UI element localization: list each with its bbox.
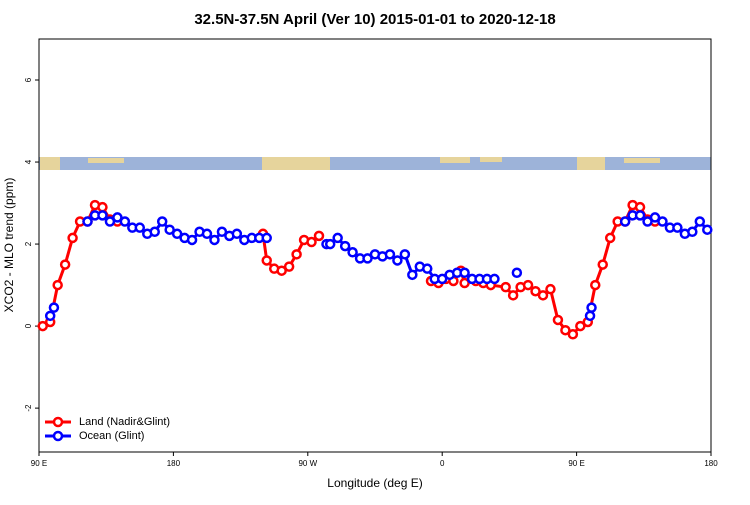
- data-point: [619, 216, 631, 227]
- data-point: [313, 230, 325, 242]
- data-point: [436, 273, 448, 285]
- data-point: [537, 290, 549, 301]
- y-tick-label: 4: [24, 159, 33, 164]
- data-point: [201, 228, 213, 240]
- map-strip: [39, 157, 711, 170]
- data-point: [642, 216, 653, 227]
- data-point: [586, 302, 597, 313]
- data-point: [399, 249, 411, 260]
- data-point: [171, 228, 183, 240]
- data-point: [384, 249, 396, 260]
- data-point: [48, 302, 60, 313]
- data-point: [149, 226, 160, 238]
- data-point: [231, 228, 243, 240]
- data-point: [604, 232, 616, 244]
- data-point: [511, 267, 523, 279]
- x-tick-label: 180: [704, 459, 718, 468]
- chart-title: 32.5N-37.5N April (Ver 10) 2015-01-01 to…: [194, 11, 555, 28]
- data-point: [522, 279, 534, 291]
- x-tick-label: 90 W: [298, 459, 317, 468]
- data-point: [560, 324, 571, 336]
- data-point: [156, 216, 168, 227]
- data-point: [545, 283, 556, 295]
- y-axis-label: XCO2 - MLO trend (ppm): [2, 178, 16, 313]
- data-point: [552, 314, 564, 326]
- data-point: [82, 216, 93, 227]
- y-tick-label: 6: [24, 77, 33, 82]
- data-point: [134, 222, 146, 233]
- data-point: [634, 201, 646, 213]
- data-point: [209, 234, 220, 246]
- y-tick-label: 2: [24, 241, 33, 246]
- plot-frame: [38, 38, 712, 453]
- data-point: [306, 236, 317, 248]
- data-point: [97, 210, 108, 221]
- data-point: [634, 210, 646, 221]
- y-tick-label: -2: [24, 404, 33, 412]
- data-point: [261, 232, 272, 244]
- data-point: [119, 216, 131, 227]
- data-point: [59, 259, 71, 270]
- data-point: [186, 234, 198, 246]
- data-point: [332, 232, 343, 244]
- data-point: [567, 329, 579, 340]
- legend-marker: [52, 430, 64, 442]
- x-tick-label: 0: [440, 459, 445, 468]
- data-point: [597, 259, 608, 270]
- x-tick-label: 90 E: [31, 459, 47, 468]
- data-point: [584, 310, 596, 322]
- data-point: [112, 212, 123, 223]
- x-tick-label: 90 E: [568, 459, 584, 468]
- data-point: [261, 255, 272, 266]
- data-point: [283, 261, 295, 272]
- data-point: [37, 320, 48, 332]
- data-point: [590, 279, 601, 291]
- data-point: [164, 224, 175, 235]
- data-point: [67, 232, 78, 244]
- data-point: [44, 310, 56, 322]
- data-point: [657, 216, 668, 227]
- legend: Land (Nadir&Glint) Ocean (Glint): [45, 416, 170, 442]
- data-point: [702, 224, 713, 235]
- data-point: [339, 240, 351, 252]
- legend-marker: [52, 416, 64, 428]
- data-point: [97, 201, 108, 213]
- data-point: [422, 263, 433, 274]
- x-axis-label: Longitude (deg E): [327, 476, 422, 490]
- data-point: [694, 216, 706, 227]
- data-point: [347, 247, 358, 258]
- data-point: [530, 285, 541, 297]
- data-point: [276, 265, 287, 276]
- data-point: [575, 320, 586, 332]
- data-point: [362, 253, 373, 264]
- data-point: [672, 222, 683, 233]
- data-point: [489, 273, 500, 285]
- data-point: [392, 255, 403, 266]
- data-point: [459, 267, 470, 279]
- data-point: [507, 290, 519, 301]
- data-point: [649, 212, 661, 223]
- data-point: [687, 226, 698, 238]
- legend-label: Ocean (Glint): [79, 430, 144, 442]
- legend-label: Land (Nadir&Glint): [79, 416, 170, 428]
- data-point: [459, 277, 470, 289]
- data-point: [216, 226, 228, 238]
- data-point: [500, 281, 511, 293]
- data-point: [52, 279, 63, 291]
- data-point: [324, 238, 336, 250]
- x-tick-label: 180: [167, 459, 181, 468]
- data-point: [291, 249, 302, 260]
- y-tick-label: 0: [24, 323, 33, 328]
- data-point: [104, 216, 116, 227]
- data-point: [407, 269, 418, 281]
